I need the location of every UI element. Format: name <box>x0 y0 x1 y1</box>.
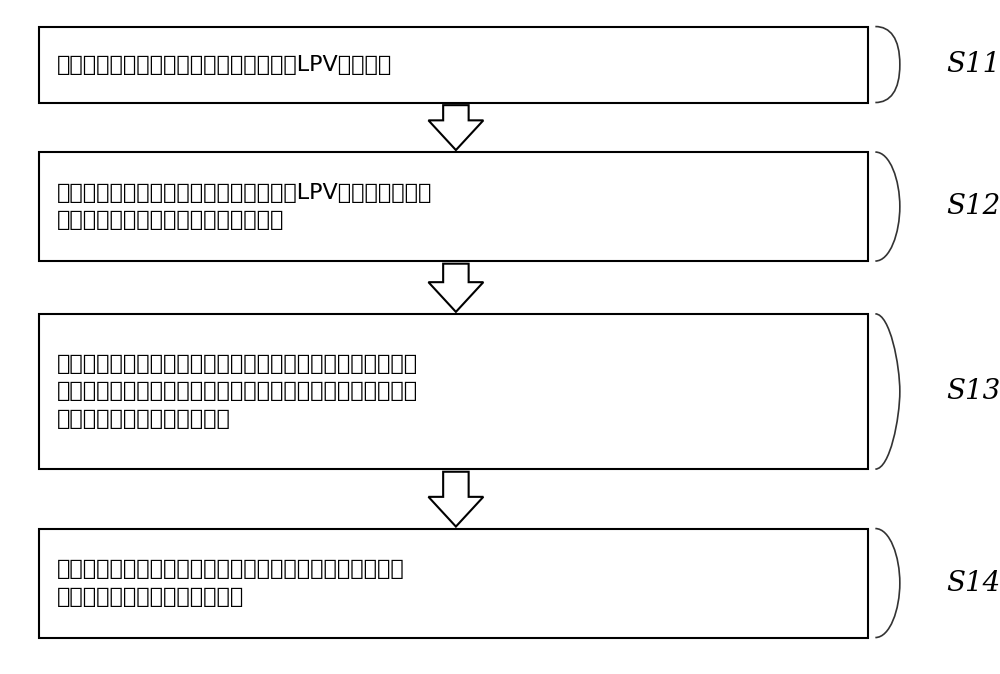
Polygon shape <box>428 472 483 526</box>
Text: S14: S14 <box>946 570 1000 596</box>
Polygon shape <box>428 105 483 150</box>
Text: 子平衡位置动态变化的控制参数的关系式，控制参数包括状态: 子平衡位置动态变化的控制参数的关系式，控制参数包括状态 <box>57 381 418 402</box>
Polygon shape <box>428 264 483 312</box>
Text: S12: S12 <box>946 193 1000 220</box>
Text: 应控制器构建闭环系统的状态空间模型: 应控制器构建闭环系统的状态空间模型 <box>57 210 284 231</box>
Bar <box>39 26 868 102</box>
Text: 构建磁悬浮轴承系统的非便射参数依赖型LPV数学模型: 构建磁悬浮轴承系统的非便射参数依赖型LPV数学模型 <box>57 55 392 75</box>
Text: 反馈器的参数和稳态误差系数: 反馈器的参数和稳态误差系数 <box>57 409 231 429</box>
Bar <box>39 152 868 261</box>
Text: 基于磁悬浮轴承系统的非侾射参数依赖型LPV数学模型和自适: 基于磁悬浮轴承系统的非侾射参数依赖型LPV数学模型和自适 <box>57 183 432 203</box>
Text: S11: S11 <box>946 51 1000 78</box>
Text: 根据闭环系统的预设响应特性，得到自适应控制器随磁悬浮转: 根据闭环系统的预设响应特性，得到自适应控制器随磁悬浮转 <box>57 354 418 374</box>
Text: S13: S13 <box>946 378 1000 405</box>
Text: 随磁悬浮转子平衡位置动态变化的状态反馈器和稳态误差系: 随磁悬浮转子平衡位置动态变化的状态反馈器和稳态误差系 <box>57 559 405 579</box>
Bar <box>39 528 868 638</box>
Bar <box>39 314 868 469</box>
Text: 数构成动态变化的自适应控制器: 数构成动态变化的自适应控制器 <box>57 587 244 607</box>
